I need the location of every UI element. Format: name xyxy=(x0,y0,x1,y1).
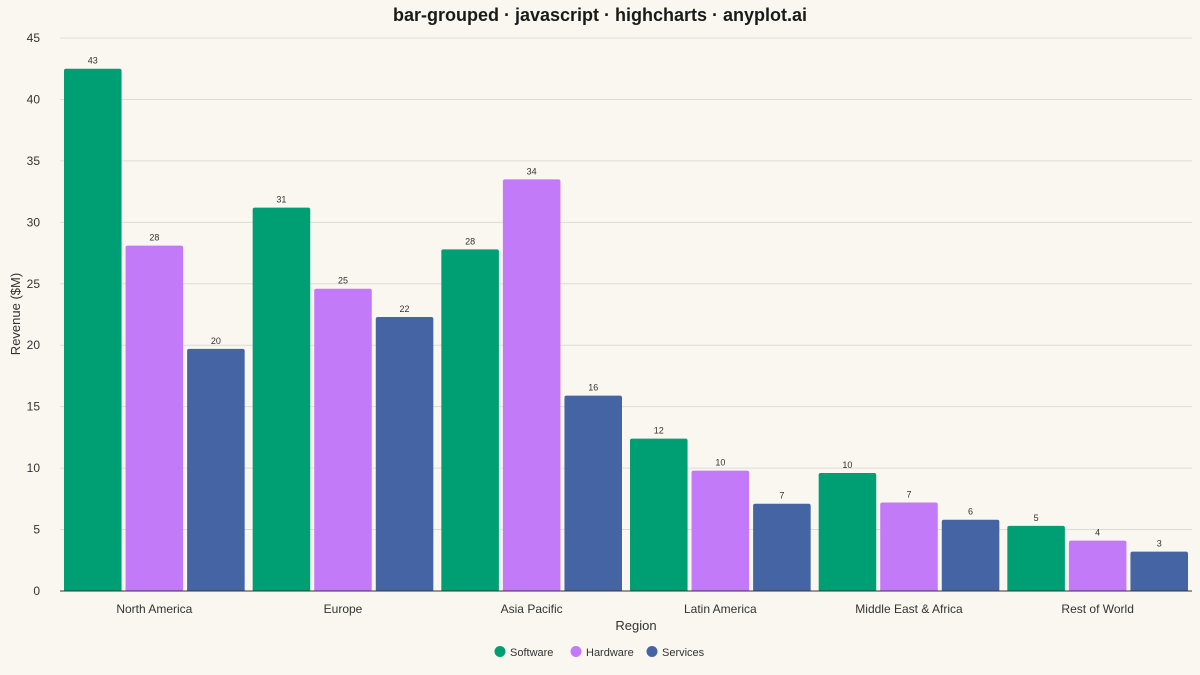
bar-data-label: 34 xyxy=(527,166,537,176)
bar-data-label: 7 xyxy=(779,491,784,501)
bar-data-label: 31 xyxy=(276,195,286,205)
y-axis-title: Revenue ($M) xyxy=(8,273,23,355)
bar-software[interactable] xyxy=(1007,525,1065,591)
x-tick-label: Europe xyxy=(324,602,363,616)
y-tick-label: 20 xyxy=(27,338,41,352)
y-tick-label: 5 xyxy=(33,523,40,537)
legend-marker xyxy=(570,646,582,657)
bar-data-label: 10 xyxy=(715,458,725,468)
bar-services[interactable] xyxy=(187,348,245,591)
legend-label: Hardware xyxy=(586,647,634,659)
bar-data-label: 10 xyxy=(842,460,852,470)
y-tick-label: 30 xyxy=(27,215,41,229)
bar-software[interactable] xyxy=(630,438,688,591)
bar-data-label: 43 xyxy=(88,56,98,66)
bar-hardware[interactable] xyxy=(125,245,184,591)
grid-layer xyxy=(60,37,1192,531)
bar-services[interactable] xyxy=(375,316,434,591)
bar-hardware[interactable] xyxy=(1068,540,1127,591)
y-tick-label: 0 xyxy=(33,584,40,598)
bar-software[interactable] xyxy=(64,68,122,591)
x-tick-label: Latin America xyxy=(684,602,757,616)
bar-services[interactable] xyxy=(941,519,1000,591)
bar-software[interactable] xyxy=(441,249,499,591)
legend: Software Hardware Services xyxy=(494,646,705,659)
bar-data-label: 7 xyxy=(906,490,911,500)
bar-data-label: 6 xyxy=(968,507,973,517)
bar-data-label: 28 xyxy=(149,233,159,243)
bar-hardware[interactable] xyxy=(691,470,750,591)
bar-data-label: 28 xyxy=(465,236,475,246)
bar-services[interactable] xyxy=(753,503,811,591)
bar-data-label: 16 xyxy=(588,383,598,393)
bar-data-label: 5 xyxy=(1034,513,1039,523)
x-tick-label: North America xyxy=(116,602,192,616)
bar-hardware[interactable] xyxy=(502,179,561,592)
legend-item-services[interactable]: Services xyxy=(646,646,705,659)
y-tick-label: 10 xyxy=(27,461,41,475)
legend-marker xyxy=(494,646,506,657)
y-tick-label: 45 xyxy=(27,31,41,45)
x-tick-label: Asia Pacific xyxy=(501,602,563,616)
bar-data-label: 4 xyxy=(1095,528,1100,538)
x-tick-label: Rest of World xyxy=(1061,602,1133,616)
legend-label: Software xyxy=(510,647,553,659)
y-tick-label: 35 xyxy=(27,154,41,168)
y-tick-label: 25 xyxy=(27,277,41,291)
chart-title: bar-grouped · javascript · highcharts · … xyxy=(393,5,807,25)
bar-hardware[interactable] xyxy=(880,502,938,591)
bar-data-label: 12 xyxy=(654,426,664,436)
legend-marker xyxy=(646,646,658,657)
bar-services[interactable] xyxy=(1130,551,1188,591)
bar-software[interactable] xyxy=(252,207,311,591)
y-tick-label: 40 xyxy=(27,92,41,106)
bar-software[interactable] xyxy=(818,473,877,591)
bar-hardware[interactable] xyxy=(314,288,372,591)
y-tick-label: 15 xyxy=(27,400,41,414)
x-tick-label: Middle East & Africa xyxy=(855,602,963,616)
bar-data-label: 22 xyxy=(400,304,410,314)
x-axis-title: Region xyxy=(615,618,656,633)
legend-item-hardware[interactable]: Hardware xyxy=(570,646,634,659)
bar-data-label: 20 xyxy=(211,336,221,346)
bar-layer xyxy=(64,68,1188,592)
bar-services[interactable] xyxy=(564,395,622,591)
bar-data-label: 25 xyxy=(338,276,348,286)
legend-label: Services xyxy=(662,647,705,659)
legend-item-software[interactable]: Software xyxy=(494,646,554,659)
bar-data-label: 3 xyxy=(1157,539,1162,549)
